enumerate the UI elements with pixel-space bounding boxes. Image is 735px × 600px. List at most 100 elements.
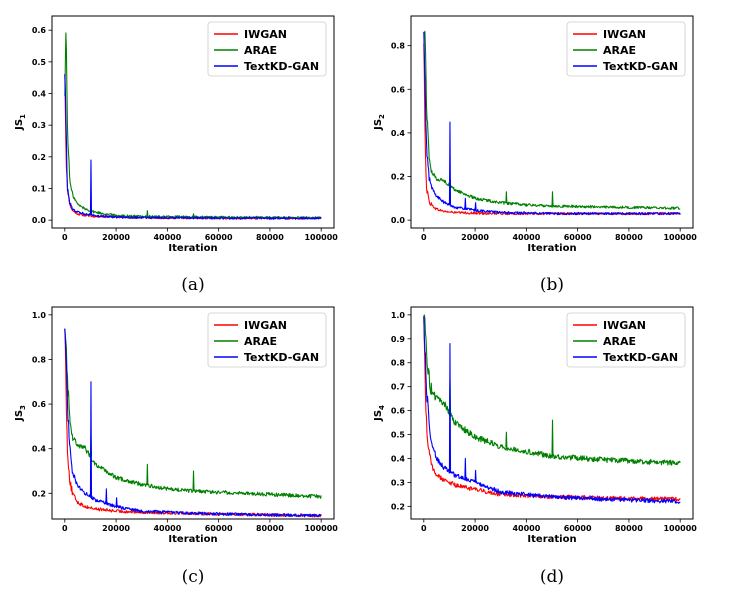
y-axis-label: JS1: [14, 114, 27, 131]
series-line-textkd-gan: [64, 74, 322, 220]
x-tick-label: 40000: [153, 233, 181, 242]
x-tick-label: 60000: [564, 524, 592, 533]
y-tick-label: 0.8: [391, 42, 406, 51]
legend-box: [566, 312, 686, 368]
chart-panel-d: 0 20000 40000 60000 80000 100000 0.2 0.3 0.4 0.5 0…: [373, 306, 697, 587]
legend-entry-textkd-gan: TextKD-GAN: [244, 60, 319, 73]
x-tick-label: 40000: [512, 233, 540, 242]
y-tick-label: 0.4: [32, 445, 47, 454]
y-tick-label: 0.2: [32, 153, 46, 162]
panel-caption: (d): [540, 567, 564, 587]
panel-caption: (c): [182, 567, 205, 587]
axes-frame: [51, 15, 335, 229]
legend-entry-iwgan: IWGAN: [603, 319, 646, 332]
series-group: [423, 30, 681, 216]
y-tick-label: 0.2: [391, 502, 405, 511]
legend-entry-textkd-gan: TextKD-GAN: [603, 60, 678, 73]
x-tick-label: 80000: [256, 233, 284, 242]
y-tick-label: 0.4: [391, 454, 406, 463]
x-tick-label: 60000: [205, 524, 233, 533]
y-axis-label: JS3: [14, 405, 27, 422]
x-tick-label: 0: [421, 524, 427, 533]
y-tick-label: 0.2: [32, 489, 46, 498]
y-tick-label: 1.0: [32, 311, 47, 320]
x-tick-label: 80000: [615, 524, 643, 533]
x-axis-label: Iteration: [527, 534, 576, 545]
y-tick-label: 0.5: [32, 58, 47, 67]
chart-panel-b: 0 20000 40000 60000 80000 100000 0.0 0.2 0.4 0.6 0…: [373, 15, 697, 295]
legend: IWGAN ARAE TextKD-GAN: [207, 312, 327, 368]
y-tick-label: 0.7: [391, 383, 405, 392]
chart-panel-c: 0 20000 40000 60000 80000 100000 0.2 0.4 0.6 0.8 1…: [14, 306, 338, 587]
y-tick-label: 0.6: [391, 85, 406, 94]
x-tick-label: 0: [421, 233, 427, 242]
series-group: [64, 32, 322, 220]
x-tick-label: 80000: [615, 233, 643, 242]
legend-entry-arae: ARAE: [603, 44, 636, 57]
y-tick-label: 0.8: [32, 355, 47, 364]
legend-entry-iwgan: IWGAN: [603, 28, 646, 41]
legend-box: [566, 21, 686, 77]
series-group: [64, 328, 322, 518]
y-tick-label: 0.6: [32, 26, 47, 35]
x-tick-label: 40000: [512, 524, 540, 533]
series-line-textkd-gan: [423, 316, 681, 504]
y-tick-label: 0.1: [32, 184, 47, 193]
panel-caption: (b): [540, 275, 564, 295]
series-group: [423, 314, 681, 504]
y-tick-label: 0.0: [391, 216, 406, 225]
x-tick-label: 100000: [663, 233, 697, 242]
legend-entry-iwgan: IWGAN: [244, 319, 287, 332]
x-tick-label: 40000: [153, 524, 181, 533]
y-tick-label: 0.9: [391, 335, 406, 344]
series-line-textkd-gan: [423, 31, 681, 216]
legend: IWGAN ARAE TextKD-GAN: [566, 312, 686, 368]
y-tick-label: 0.3: [32, 121, 46, 130]
legend: IWGAN ARAE TextKD-GAN: [566, 21, 686, 77]
y-tick-label: 0.2: [391, 173, 405, 182]
x-axis-label: Iteration: [168, 534, 217, 545]
x-tick-label: 0: [62, 524, 68, 533]
panel-caption: (a): [181, 275, 204, 295]
x-tick-label: 100000: [663, 524, 697, 533]
x-axis-label: Iteration: [527, 243, 576, 254]
x-tick-label: 20000: [102, 524, 130, 533]
y-tick-label: 0.3: [391, 478, 405, 487]
y-tick-label: 0.5: [391, 431, 406, 440]
y-tick-label: 0.0: [32, 216, 47, 225]
series-line-textkd-gan: [64, 328, 322, 518]
series-line-iwgan: [64, 74, 322, 220]
y-tick-label: 0.8: [391, 359, 406, 368]
axes-frame: [51, 306, 335, 520]
x-tick-label: 20000: [461, 524, 489, 533]
x-tick-label: 0: [62, 233, 68, 242]
legend: IWGAN ARAE TextKD-GAN: [207, 21, 327, 77]
y-tick-label: 0.6: [391, 407, 406, 416]
y-axis-label: JS2: [373, 114, 386, 131]
axes-frame: [410, 306, 694, 520]
legend-entry-textkd-gan: TextKD-GAN: [603, 351, 678, 364]
legend-entry-textkd-gan: TextKD-GAN: [244, 351, 319, 364]
legend-box: [207, 21, 327, 77]
x-tick-label: 100000: [304, 524, 338, 533]
y-tick-label: 0.4: [32, 90, 47, 99]
legend-entry-arae: ARAE: [244, 335, 277, 348]
legend-entry-arae: ARAE: [603, 335, 636, 348]
x-tick-label: 20000: [102, 233, 130, 242]
y-tick-label: 0.4: [391, 129, 406, 138]
axes-frame: [410, 15, 694, 229]
y-tick-label: 1.0: [391, 311, 406, 320]
x-tick-label: 60000: [205, 233, 233, 242]
x-axis-label: Iteration: [168, 243, 217, 254]
x-tick-label: 60000: [564, 233, 592, 242]
legend-entry-arae: ARAE: [244, 44, 277, 57]
x-tick-label: 20000: [461, 233, 489, 242]
x-tick-label: 80000: [256, 524, 284, 533]
chart-panel-a: 0 20000 40000 60000 80000 100000 0.0 0.1 0.2 0.3 0…: [14, 15, 338, 295]
legend-entry-iwgan: IWGAN: [244, 28, 287, 41]
y-axis-label: JS4: [373, 405, 386, 422]
legend-box: [207, 312, 327, 368]
x-tick-label: 100000: [304, 233, 338, 242]
y-tick-label: 0.6: [32, 400, 47, 409]
